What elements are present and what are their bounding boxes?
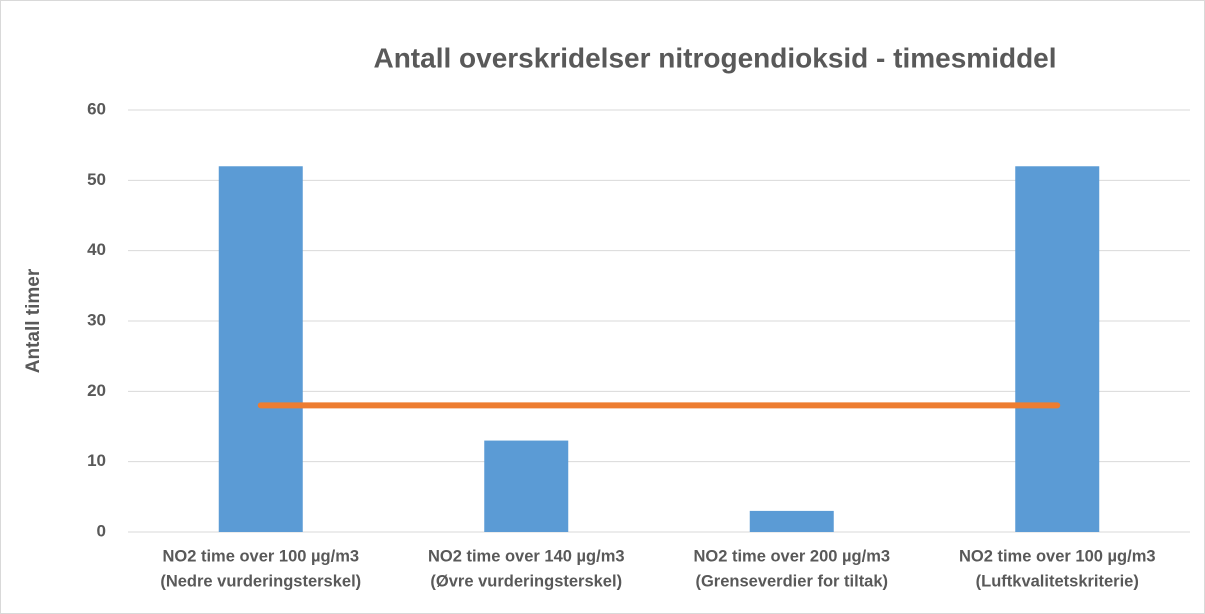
x-tick-label: (Grenseverdier for tiltak) (695, 572, 888, 590)
x-tick-label: NO2 time over 100 µg/m3 (162, 547, 359, 565)
x-tick-label: NO2 time over 140 µg/m3 (428, 547, 625, 565)
y-tick-label: 0 (97, 521, 106, 540)
bar (749, 510, 834, 532)
y-tick-label: 30 (87, 310, 106, 329)
y-tick-label: 20 (87, 381, 106, 400)
y-tick-label: 10 (87, 451, 106, 470)
x-tick-label: (Nedre vurderingsterskel) (160, 572, 361, 590)
x-tick-label: NO2 time over 100 µg/m3 (959, 547, 1156, 565)
x-tick-label: (Øvre vurderingsterskel) (430, 572, 622, 590)
bar (484, 440, 569, 532)
x-tick-label: (Luftkvalitetskriterie) (976, 572, 1139, 590)
chart-title: Antall overskridelser nitrogendioksid - … (373, 42, 1056, 73)
bar (1015, 166, 1100, 532)
bar (218, 166, 303, 532)
y-tick-label: 50 (87, 170, 106, 189)
y-tick-label: 40 (87, 240, 106, 259)
y-tick-label: 60 (87, 99, 106, 118)
x-tick-label: NO2 time over 200 µg/m3 (693, 547, 890, 565)
y-axis-label: Antall timer (23, 268, 44, 373)
